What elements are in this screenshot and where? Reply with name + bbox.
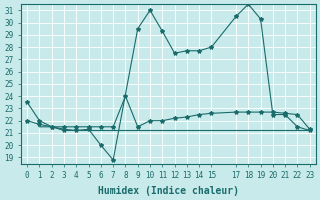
X-axis label: Humidex (Indice chaleur): Humidex (Indice chaleur) (98, 186, 239, 196)
